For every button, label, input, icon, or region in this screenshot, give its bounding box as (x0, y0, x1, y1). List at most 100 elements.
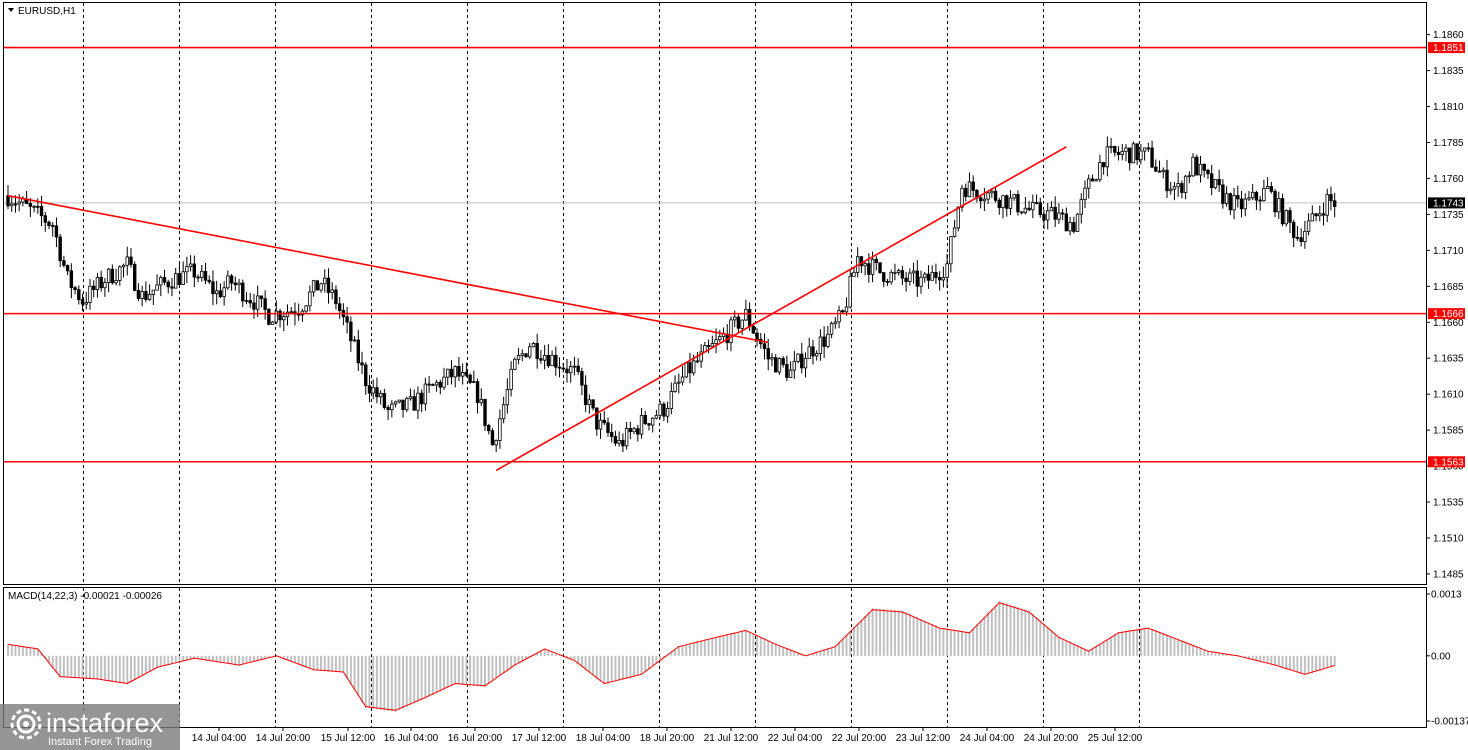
candle-body (1236, 195, 1240, 200)
candle-body (964, 187, 968, 198)
level-tag-bg (1428, 308, 1465, 320)
candle-body (867, 263, 871, 275)
candle-body (375, 387, 379, 398)
candle-body (773, 357, 778, 373)
candle-body (1057, 212, 1061, 220)
candle-body (971, 181, 975, 191)
candle-body (915, 270, 919, 287)
candle-body (416, 392, 420, 411)
candle-body (378, 392, 383, 398)
candle-body (188, 263, 193, 268)
candle-body (803, 358, 808, 369)
candle-body (1161, 169, 1165, 172)
candle-body (576, 365, 580, 372)
candle-body (941, 277, 946, 281)
candle-body (740, 319, 744, 329)
candle-body (330, 289, 334, 294)
candle-body (744, 309, 748, 321)
candle-body (539, 358, 543, 361)
candle-body (1221, 184, 1225, 204)
candle-body (155, 284, 159, 291)
candle-body (699, 351, 703, 362)
macd-panel[interactable] (3, 587, 1427, 728)
candle-body (203, 270, 208, 281)
candle-body (1295, 237, 1300, 239)
candle-body (453, 366, 457, 378)
candle-body (595, 407, 599, 430)
candle-body (893, 271, 897, 274)
candle-body (1116, 151, 1121, 155)
time-tick-label: 16 Jul 04:00 (384, 733, 439, 744)
candle-body (92, 285, 96, 290)
candle-body (896, 270, 901, 273)
candle-body (1135, 143, 1139, 161)
candle-body (1269, 186, 1274, 192)
candle-body (136, 290, 141, 299)
candle-body (811, 346, 815, 357)
candle-body (244, 300, 249, 302)
candle-body (103, 282, 107, 289)
price-tick-label: 1.1785 (1433, 138, 1464, 149)
macd-axis[interactable]: 0.0013 0.00 -0.00137 (1426, 590, 1468, 728)
candle-body (665, 408, 670, 417)
candle-body (695, 360, 700, 363)
candle-body (1169, 188, 1173, 192)
candle-body (1120, 151, 1124, 155)
time-tick-label: 22 Jul 20:00 (832, 733, 887, 744)
candle-body (494, 440, 498, 446)
candle-body (1146, 147, 1151, 150)
candle-body (736, 316, 741, 329)
candle-body (367, 385, 372, 394)
candle-body (606, 422, 610, 433)
candle-body (662, 403, 666, 417)
price-tick-label: 1.1710 (1433, 246, 1464, 257)
price-tick-label: 1.1860 (1433, 30, 1464, 41)
candle-body (908, 272, 912, 282)
price-panel[interactable] (3, 2, 1427, 585)
candle-body (680, 376, 685, 383)
candle-body (17, 201, 21, 205)
time-tick-label: 14 Jul 20:00 (256, 733, 311, 744)
price-axis[interactable]: 1.18601.18351.18101.17851.17601.17351.17… (1426, 30, 1464, 580)
horizontal-levels[interactable] (4, 46, 1426, 463)
candle-body (177, 273, 182, 285)
chevron-down-icon[interactable] (8, 8, 14, 12)
candle-body (900, 270, 905, 279)
candle-body (729, 319, 733, 344)
candle-body (118, 266, 122, 281)
candle-body (926, 273, 931, 281)
candle-body (1180, 183, 1184, 193)
time-axis[interactable]: 14 Jul 04:00 14 Jul 20:00 15 Jul 12:00 16 J… (192, 727, 1143, 744)
candle-body (1046, 210, 1050, 221)
candle-body (162, 277, 167, 283)
candle-body (677, 381, 681, 384)
candle-body (289, 311, 293, 314)
candle-body (1016, 194, 1020, 213)
price-tick-label: 1.1685 (1433, 282, 1464, 293)
candle-body (181, 271, 185, 285)
candle-body (706, 345, 711, 347)
candle-body (267, 309, 271, 325)
current-price-label: 1.1743 (1433, 198, 1464, 209)
candle-body (658, 403, 662, 416)
candle-body (520, 353, 524, 356)
candle-body (1154, 166, 1158, 172)
candle-body (263, 298, 267, 310)
candle-body (818, 336, 823, 354)
candle-body (1053, 206, 1057, 220)
candle-body (718, 336, 722, 341)
candle-body (583, 384, 588, 405)
candle-body (427, 383, 431, 386)
candle-body (561, 367, 565, 370)
candle-body (967, 181, 972, 198)
candle-body (904, 277, 908, 282)
trend-lines[interactable] (7, 146, 1067, 472)
candle-body (356, 339, 361, 364)
time-tick-label: 21 Jul 12:00 (704, 733, 759, 744)
candle-body (95, 277, 100, 290)
candle-body (1325, 194, 1329, 216)
candle-body (1090, 178, 1095, 182)
candle-body (434, 381, 439, 386)
